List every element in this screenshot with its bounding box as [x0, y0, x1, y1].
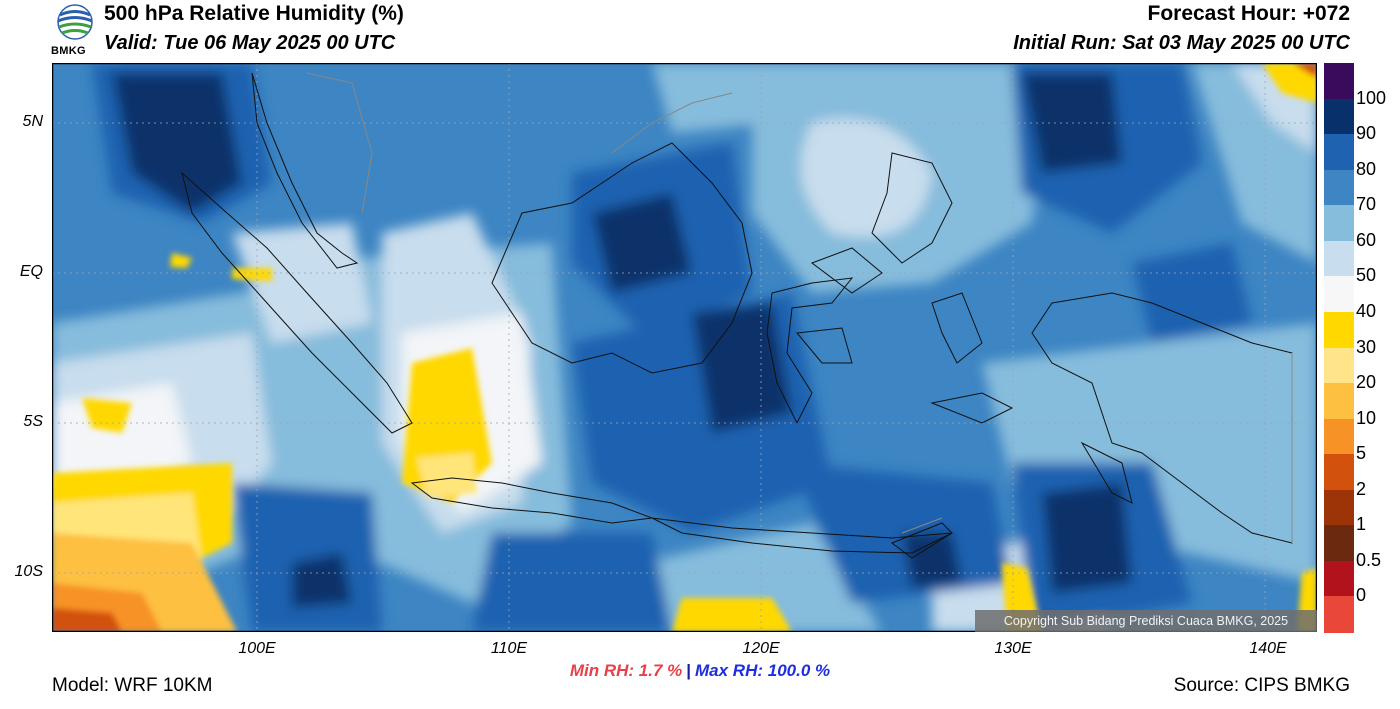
- colorbar-label: 70: [1356, 194, 1377, 215]
- lon-label-140e: 140E: [1249, 640, 1287, 657]
- colorbar-label: 100: [1356, 87, 1387, 108]
- model-label: Model: WRF 10KM: [52, 675, 213, 696]
- lon-label-130e: 130E: [994, 640, 1032, 657]
- chart-title: 500 hPa Relative Humidity (%): [104, 2, 404, 25]
- colorbar-label: 20: [1356, 372, 1377, 393]
- humidity-field: [52, 63, 1317, 632]
- source-label: Source: CIPS BMKG: [1173, 675, 1350, 696]
- colorbar-swatch: [1324, 454, 1354, 491]
- colorbar-label: 30: [1356, 336, 1377, 357]
- colorbar-label: 0.5: [1356, 549, 1382, 570]
- min-rh: Min RH: 1.7 %: [569, 661, 683, 680]
- bmkg-globe-icon: [57, 4, 93, 40]
- map-canvas: [52, 63, 1317, 632]
- dry-field: [52, 63, 1317, 632]
- initial-run: Initial Run: Sat 03 May 2025 00 UTC: [1013, 32, 1350, 54]
- colorbar-swatch: [1324, 240, 1354, 277]
- colorbar-swatch: [1324, 276, 1354, 313]
- colorbar-swatch: [1324, 63, 1354, 100]
- colorbar-swatch: [1324, 134, 1354, 171]
- max-rh: Max RH: 100.0 %: [695, 661, 831, 680]
- bmkg-logo: [52, 2, 98, 60]
- colorbar-label: 2: [1356, 478, 1367, 499]
- colorbar-swatch: [1324, 560, 1354, 597]
- colorbar-label: 5: [1356, 443, 1367, 464]
- lon-label-120e: 120E: [742, 640, 780, 657]
- copyright-notice: Copyright Sub Bidang Prediksi Cuaca BMKG…: [975, 610, 1317, 632]
- lat-label-eq: EQ: [19, 263, 43, 280]
- colorbar-label: 40: [1356, 300, 1377, 321]
- colorbar-swatch: [1324, 311, 1354, 348]
- colorbar-swatch: [1324, 169, 1354, 206]
- colorbar-label: 10: [1356, 407, 1377, 428]
- humidity-map: [52, 63, 1317, 632]
- colorbar-swatch: [1324, 596, 1354, 633]
- lat-label-5n: 5N: [22, 113, 43, 130]
- coastlines: [181, 72, 1293, 559]
- map-frame: [52, 63, 1317, 632]
- colorbar-label: 90: [1356, 123, 1377, 144]
- forecast-hour: Forecast Hour: +072: [1147, 2, 1351, 25]
- stats-separator: |: [686, 661, 692, 680]
- lat-label-10s: 10S: [14, 563, 43, 580]
- colorbar-label: 80: [1356, 158, 1377, 179]
- rh-stats: Min RH: 1.7 % | Max RH: 100.0 %: [0, 661, 1400, 681]
- colorbar-label: 60: [1356, 229, 1377, 250]
- colorbar-swatch: [1324, 98, 1354, 135]
- lat-label-5s: 5S: [23, 413, 43, 430]
- colorbar-label: 0: [1356, 585, 1367, 606]
- colorbar-swatch: [1324, 418, 1354, 455]
- colorbar-label: 50: [1356, 265, 1377, 286]
- lon-label-110e: 110E: [490, 640, 528, 657]
- colorbar-swatch: [1324, 383, 1354, 420]
- colorbar-label: 1: [1356, 514, 1367, 535]
- borders: [306, 72, 1293, 543]
- logo-text: BMKG: [51, 45, 86, 57]
- lon-label-100e: 100E: [238, 640, 276, 657]
- colorbar-swatch: [1324, 347, 1354, 384]
- colorbar-swatch: [1324, 205, 1354, 242]
- colorbar-swatch: [1324, 525, 1354, 562]
- colorbar-swatch: [1324, 489, 1354, 526]
- graticule: [52, 63, 1317, 632]
- colorbar: [1324, 63, 1354, 633]
- valid-time: Valid: Tue 06 May 2025 00 UTC: [104, 32, 396, 54]
